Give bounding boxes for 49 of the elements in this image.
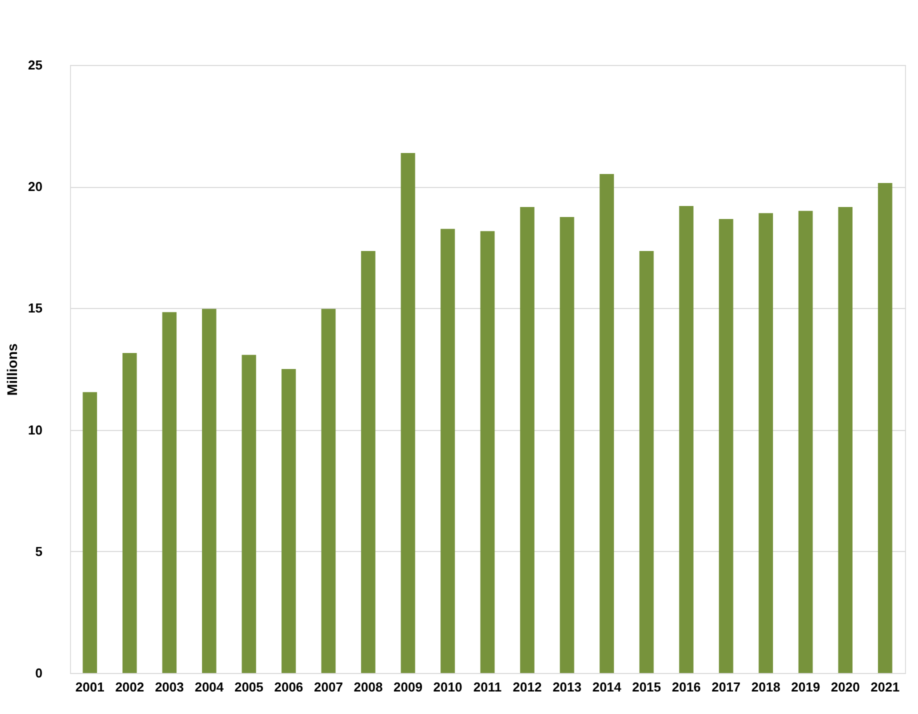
bar	[679, 206, 694, 673]
x-tick-label: 2011	[473, 680, 502, 694]
bar	[242, 354, 256, 673]
y-axis-title: Millions	[4, 343, 20, 396]
bar	[838, 207, 853, 673]
x-tick-label: 2015	[632, 680, 662, 694]
x-tick-label: 2020	[830, 680, 860, 694]
bar	[162, 312, 177, 673]
x-tick-label: 2002	[115, 680, 144, 694]
bar	[480, 231, 495, 673]
bar	[639, 251, 654, 673]
bar	[361, 251, 376, 673]
bar	[440, 228, 455, 673]
x-tick-label: 2018	[751, 680, 780, 694]
bar	[718, 218, 734, 673]
x-tick-label: 2014	[592, 680, 622, 694]
bar	[82, 392, 98, 673]
y-tick-label: 0	[35, 666, 42, 680]
bar	[400, 153, 416, 673]
bar	[202, 308, 216, 673]
x-tick-label: 2012	[512, 680, 542, 694]
x-tick-label: 2008	[354, 680, 383, 694]
x-tick-label: 2005	[234, 680, 264, 694]
x-tick-label: 2007	[314, 680, 343, 694]
x-tick-label: 2013	[552, 680, 582, 694]
x-tick-label: 2021	[870, 680, 900, 694]
x-tick-label: 2016	[672, 680, 701, 694]
bar	[878, 182, 892, 673]
x-tick-label: 2017	[712, 680, 741, 694]
y-tick-label: 10	[28, 422, 42, 438]
bar	[282, 369, 296, 673]
x-tick-label: 2001	[75, 680, 104, 694]
x-tick-label: 2003	[154, 680, 184, 694]
bar	[798, 210, 813, 673]
y-tick-label: 20	[28, 179, 42, 194]
y-tick-label: 5	[35, 544, 42, 559]
x-tick-label: 2009	[394, 680, 422, 694]
x-tick-label: 2019	[791, 680, 820, 694]
bar	[600, 174, 614, 673]
bar	[560, 217, 574, 673]
x-tick-label: 2010	[433, 680, 462, 694]
y-tick-label: 25	[28, 58, 42, 72]
bar	[520, 207, 534, 673]
bar	[758, 213, 773, 673]
bar	[122, 352, 137, 673]
x-tick-label: 2004	[194, 680, 224, 694]
bar	[321, 308, 336, 673]
x-tick-label: 2006	[274, 680, 304, 694]
y-tick-label: 15	[28, 300, 42, 316]
